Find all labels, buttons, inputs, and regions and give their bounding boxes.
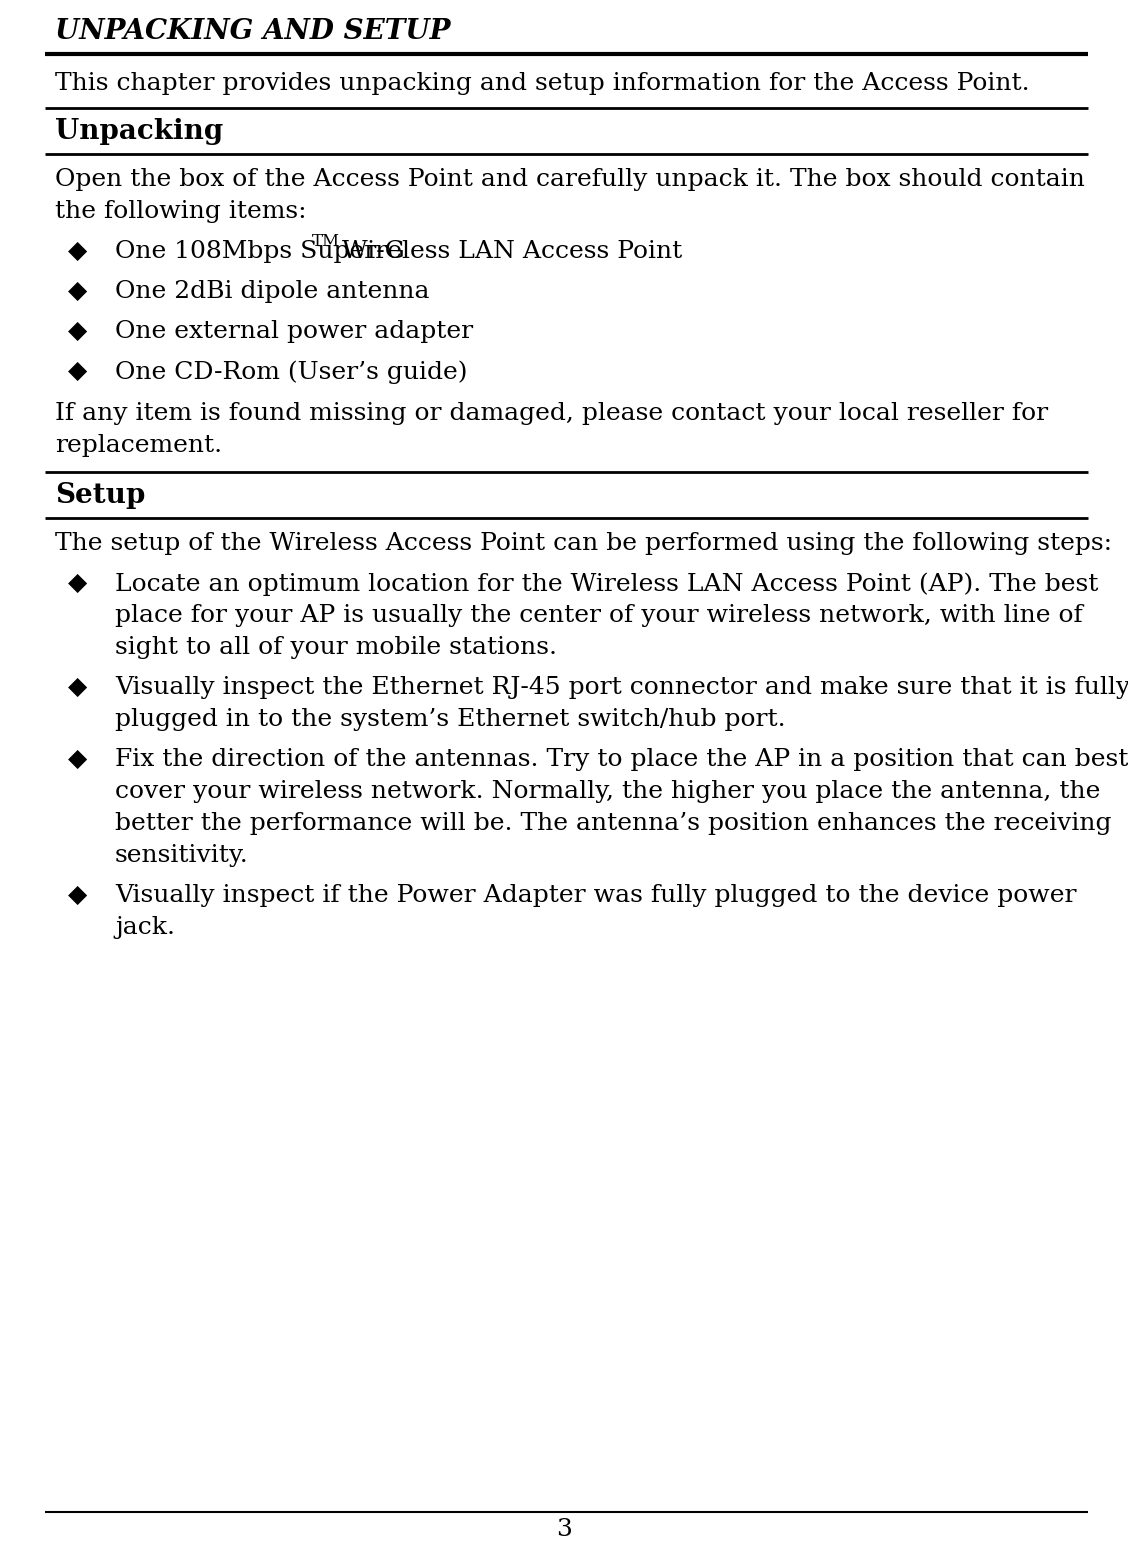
Text: place for your AP is usually the center of your wireless network, with line of: place for your AP is usually the center … xyxy=(115,604,1083,627)
Text: The setup of the Wireless Access Point can be performed using the following step: The setup of the Wireless Access Point c… xyxy=(55,532,1112,555)
Text: TM: TM xyxy=(312,233,341,251)
Text: ◆: ◆ xyxy=(68,359,87,383)
Text: Setup: Setup xyxy=(55,482,146,509)
Text: sight to all of your mobile stations.: sight to all of your mobile stations. xyxy=(115,636,557,660)
Text: ◆: ◆ xyxy=(68,321,87,342)
Text: better the performance will be. The antenna’s position enhances the receiving: better the performance will be. The ante… xyxy=(115,812,1111,836)
Text: One 2dBi dipole antenna: One 2dBi dipole antenna xyxy=(115,280,430,303)
Text: cover your wireless network. Normally, the higher you place the antenna, the: cover your wireless network. Normally, t… xyxy=(115,780,1101,803)
Text: ◆: ◆ xyxy=(68,280,87,303)
Text: One external power adapter: One external power adapter xyxy=(115,321,473,342)
Text: Locate an optimum location for the Wireless LAN Access Point (AP). The best: Locate an optimum location for the Wirel… xyxy=(115,573,1099,596)
Text: ◆: ◆ xyxy=(68,240,87,263)
Text: the following items:: the following items: xyxy=(55,201,307,223)
Text: This chapter provides unpacking and setup information for the Access Point.: This chapter provides unpacking and setu… xyxy=(55,72,1030,95)
Text: plugged in to the system’s Ethernet switch/hub port.: plugged in to the system’s Ethernet swit… xyxy=(115,708,785,731)
Text: Visually inspect the Ethernet RJ-45 port connector and make sure that it is full: Visually inspect the Ethernet RJ-45 port… xyxy=(115,675,1128,699)
Text: replacement.: replacement. xyxy=(55,434,222,457)
Text: One CD-Rom (User’s guide): One CD-Rom (User’s guide) xyxy=(115,359,467,383)
Text: One 108Mbps Super-G: One 108Mbps Super-G xyxy=(115,240,405,263)
Text: Wireless LAN Access Point: Wireless LAN Access Point xyxy=(334,240,682,263)
Text: ◆: ◆ xyxy=(68,748,87,772)
Text: UNPACKING AND SETUP: UNPACKING AND SETUP xyxy=(55,19,450,45)
Text: Unpacking: Unpacking xyxy=(55,118,223,145)
Text: Fix the direction of the antennas. Try to place the AP in a position that can be: Fix the direction of the antennas. Try t… xyxy=(115,748,1128,772)
Text: sensitivity.: sensitivity. xyxy=(115,843,249,867)
Text: jack.: jack. xyxy=(115,916,175,938)
Text: Open the box of the Access Point and carefully unpack it. The box should contain: Open the box of the Access Point and car… xyxy=(55,168,1085,191)
Text: 3: 3 xyxy=(556,1519,572,1540)
Text: ◆: ◆ xyxy=(68,675,87,699)
Text: ◆: ◆ xyxy=(68,573,87,594)
Text: If any item is found missing or damaged, please contact your local reseller for: If any item is found missing or damaged,… xyxy=(55,401,1048,425)
Text: Visually inspect if the Power Adapter was fully plugged to the device power: Visually inspect if the Power Adapter wa… xyxy=(115,884,1076,907)
Text: ◆: ◆ xyxy=(68,884,87,907)
